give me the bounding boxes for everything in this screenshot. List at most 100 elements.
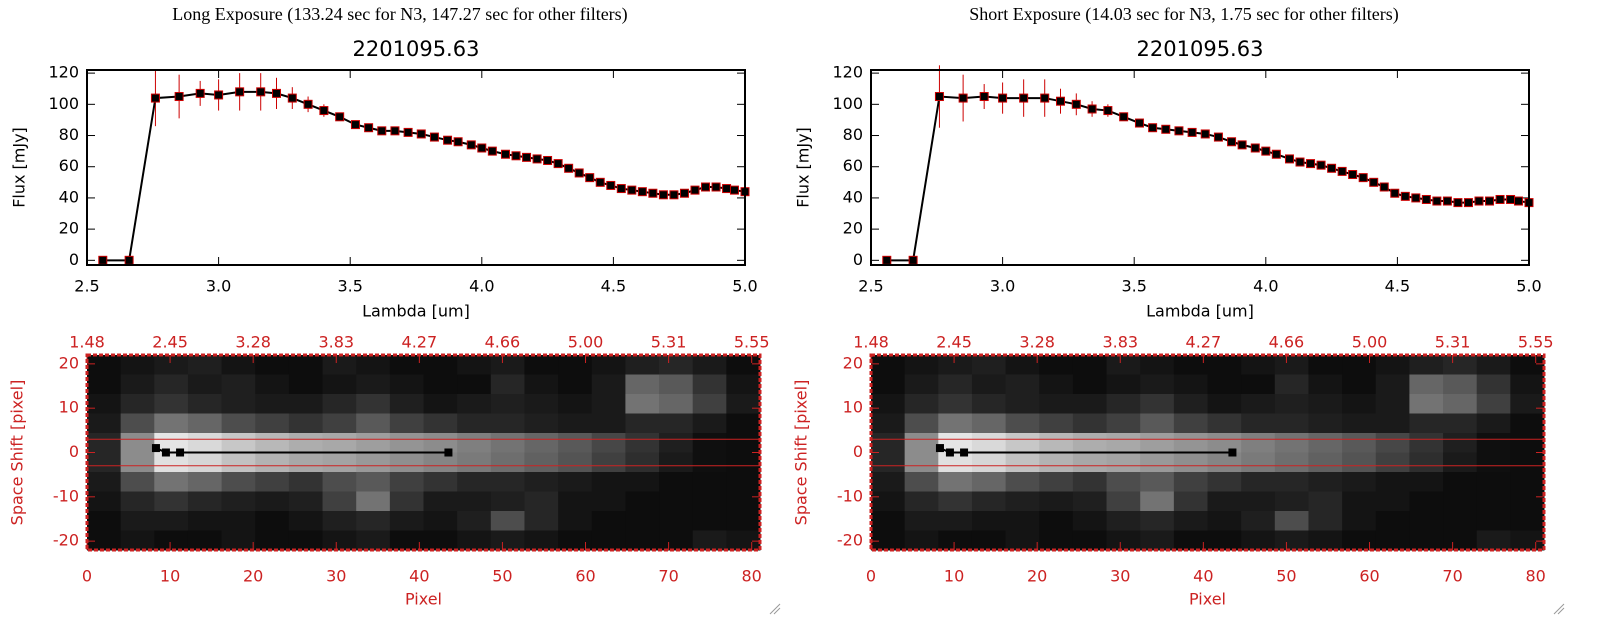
image-pixel — [1409, 491, 1444, 512]
image-pixel — [726, 511, 761, 531]
image-pixel — [1375, 530, 1410, 551]
image-pixel — [659, 374, 694, 395]
y-tick-label: 0 — [69, 250, 79, 269]
trace-point — [960, 448, 969, 457]
image-pixel — [1207, 530, 1242, 551]
image-pixel — [288, 452, 324, 473]
image-pixel — [423, 511, 458, 531]
image-pixel — [1375, 433, 1410, 453]
x-tick-label: 0 — [82, 567, 92, 586]
image-pixel — [591, 511, 626, 531]
data-point — [443, 135, 453, 145]
image-pixel — [1476, 394, 1511, 414]
image-pixel — [524, 355, 559, 375]
image-pixel — [904, 530, 939, 551]
image-pixel — [87, 472, 122, 492]
image-pixel — [87, 355, 122, 375]
image-pixel — [1039, 355, 1074, 375]
image-pixel — [1476, 472, 1511, 492]
resize-grip — [769, 603, 1565, 615]
data-point — [585, 173, 595, 183]
image-pixel — [1106, 452, 1141, 473]
data-point — [416, 129, 426, 139]
data-point — [1040, 93, 1050, 103]
image-pixel — [659, 433, 694, 453]
x-tick-label: 5.0 — [732, 277, 757, 296]
image-pixel — [1308, 511, 1343, 531]
image-pixel — [187, 530, 223, 551]
image-pixel — [1409, 394, 1444, 414]
image-pixel — [659, 394, 694, 414]
image-pixel — [1072, 374, 1108, 395]
image-pixel — [591, 374, 626, 395]
image-pixel — [938, 511, 973, 531]
image-pixel — [871, 394, 906, 414]
x-tick-label: 10 — [160, 567, 180, 586]
image-pixel — [221, 355, 256, 375]
image-pixel — [1005, 374, 1040, 395]
y-tick-label: 120 — [48, 63, 79, 82]
data-point — [511, 151, 521, 161]
data-point — [1213, 132, 1223, 142]
image-pixel — [120, 472, 155, 492]
image-pixel — [1039, 472, 1074, 492]
image-pixel — [1241, 413, 1276, 434]
image-pixel — [558, 413, 593, 434]
image-pixel — [971, 394, 1007, 414]
data-point — [701, 182, 711, 192]
image-pixel — [389, 374, 424, 395]
image-pixel — [971, 511, 1007, 531]
image-pixel — [659, 452, 694, 473]
image-pixel — [1476, 491, 1511, 512]
data-point — [882, 255, 892, 265]
image-pixel — [1274, 374, 1309, 395]
image-pixel — [120, 433, 155, 453]
image-pixel — [871, 413, 906, 434]
data-point — [350, 120, 360, 130]
image-pixel — [558, 355, 593, 375]
image-pixel — [154, 530, 189, 551]
data-point — [453, 137, 463, 147]
image-pixel — [1443, 394, 1478, 414]
x-tick-label: 20 — [1027, 567, 1047, 586]
data-point — [1316, 160, 1326, 170]
data-point — [272, 88, 282, 98]
x-tick-label: 40 — [409, 567, 429, 586]
image-pixel — [1308, 472, 1343, 492]
image-pixel — [322, 374, 357, 395]
image-pixel — [904, 511, 939, 531]
image-pixel — [154, 413, 189, 434]
image-pixel — [524, 530, 559, 551]
x2-tick-label: 5.55 — [1518, 333, 1554, 352]
data-point — [98, 255, 108, 265]
data-point — [1250, 143, 1260, 153]
image-pixel — [726, 374, 761, 395]
image-pixel — [322, 433, 357, 453]
image-pixel — [322, 355, 357, 375]
image-pixel — [1005, 394, 1040, 414]
image-pixel — [524, 433, 559, 453]
trace-point — [945, 448, 954, 457]
image-pixel — [1039, 452, 1074, 473]
image-pixel — [1106, 433, 1141, 453]
data-point — [487, 146, 497, 156]
image-pixel — [625, 433, 660, 453]
data-point — [319, 106, 329, 116]
image-pixel — [1005, 355, 1040, 375]
image-pixel — [1308, 374, 1343, 395]
image-pixel — [524, 394, 559, 414]
image-pixel — [726, 530, 761, 551]
data-point — [1485, 196, 1495, 206]
image-pixel — [1241, 530, 1276, 551]
y-axis-label: Space Shift [pixel] — [8, 380, 27, 526]
image-pixel — [288, 413, 324, 434]
image-pixel — [1173, 374, 1208, 395]
image-pixel — [255, 433, 290, 453]
image-pixel — [659, 491, 694, 512]
image-pixel — [1342, 452, 1377, 473]
image-pixel — [1409, 355, 1444, 375]
data-point — [403, 127, 413, 137]
image-pixel — [356, 472, 391, 492]
data-line — [102, 90, 746, 262]
data-point — [669, 190, 679, 200]
